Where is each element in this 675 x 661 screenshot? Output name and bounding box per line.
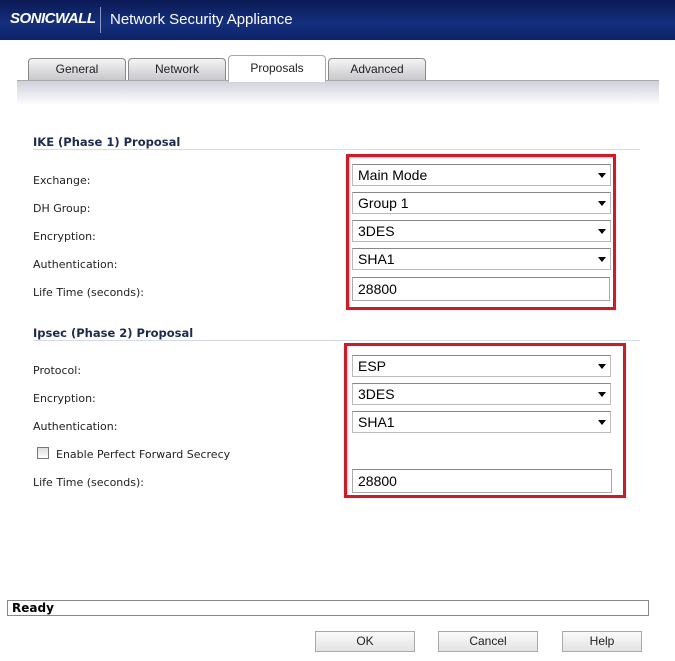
tab-general[interactable]: General [28,58,126,80]
ike-lifetime-input[interactable]: 28800 [352,277,610,301]
selected-value: Group 1 [358,195,409,211]
tab-advanced[interactable]: Advanced [328,58,426,80]
dropdown-arrow-icon [598,364,606,369]
dh-group-label: DH Group: [33,202,91,215]
selected-value: ESP [358,358,387,374]
ike-section-title: IKE (Phase 1) Proposal [33,135,181,149]
ipsec-authentication-label: Authentication: [33,420,118,433]
app-header [0,0,675,40]
dropdown-arrow-icon [598,173,606,178]
selected-value: 3DES [358,386,395,402]
ike-authentication-label: Authentication: [33,258,118,271]
dropdown-arrow-icon [598,229,606,234]
ipsec-authentication-select[interactable]: SHA1 [352,411,611,433]
dropdown-arrow-icon [598,257,606,262]
ike-encryption-label: Encryption: [33,230,96,243]
pfs-label: Enable Perfect Forward Secrecy [56,448,231,461]
status-bar: Ready [7,600,649,616]
dh-group-select[interactable]: Group 1 [352,192,611,214]
app-title: Network Security Appliance [110,11,293,28]
highlight-box [346,154,616,310]
protocol-select[interactable]: ESP [352,355,611,377]
dropdown-arrow-icon [598,201,606,206]
cancel-button[interactable]: Cancel [438,631,538,652]
help-button[interactable]: Help [562,631,642,652]
tab-network[interactable]: Network [128,58,226,80]
header-divider [100,7,101,33]
pfs-checkbox[interactable] [37,447,49,459]
divider [33,149,640,150]
ok-button[interactable]: OK [315,631,415,652]
ike-lifetime-label: Life Time (seconds): [33,286,144,299]
dropdown-arrow-icon [598,420,606,425]
ipsec-section-title: Ipsec (Phase 2) Proposal [33,326,194,340]
exchange-label: Exchange: [33,174,91,187]
selected-value: Main Mode [358,167,428,183]
exchange-select[interactable]: Main Mode [352,164,611,186]
protocol-label: Protocol: [33,364,82,377]
ike-authentication-select[interactable]: SHA1 [352,248,611,270]
ipsec-lifetime-input[interactable]: 28800 [352,469,612,493]
highlight-box [344,343,626,498]
selected-value: SHA1 [358,251,395,267]
ipsec-encryption-select[interactable]: 3DES [352,383,611,405]
divider [33,340,640,341]
ipsec-lifetime-label: Life Time (seconds): [33,476,144,489]
tab-bar [17,80,659,105]
sonicwall-logo: SONICWALL [10,10,96,27]
ipsec-encryption-label: Encryption: [33,392,96,405]
tab-proposals[interactable]: Proposals [228,55,326,82]
selected-value: 3DES [358,223,395,239]
ike-encryption-select[interactable]: 3DES [352,220,611,242]
dropdown-arrow-icon [598,392,606,397]
selected-value: SHA1 [358,414,395,430]
